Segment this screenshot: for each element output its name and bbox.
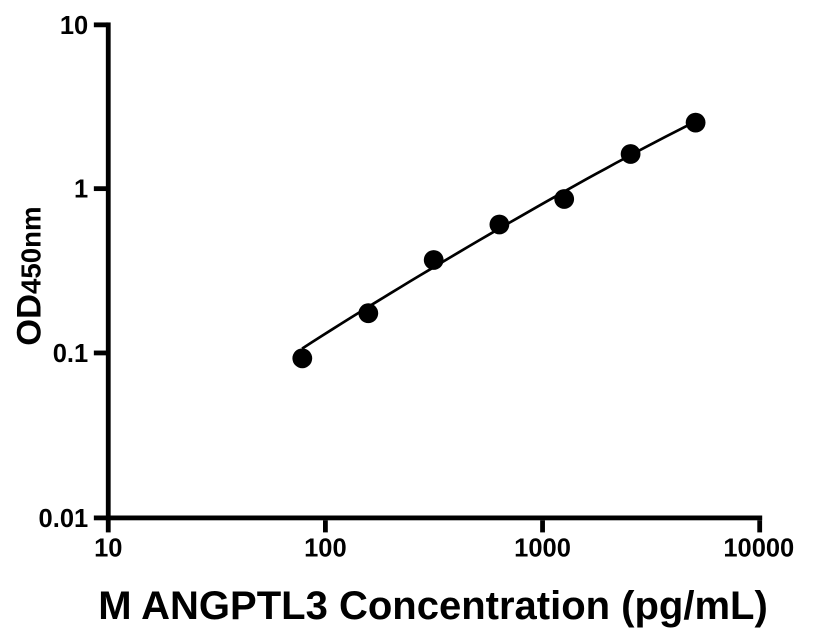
svg-text:OD450nm: OD450nm — [11, 207, 49, 346]
svg-text:10000: 10000 — [723, 534, 794, 562]
svg-text:10: 10 — [94, 534, 122, 562]
svg-text:100: 100 — [304, 534, 347, 562]
svg-text:0.01: 0.01 — [39, 505, 89, 533]
svg-text:10: 10 — [60, 12, 88, 40]
svg-text:1000: 1000 — [514, 534, 571, 562]
svg-text:1: 1 — [74, 176, 88, 204]
svg-text:M ANGPTL3 Concentration (pg/mL: M ANGPTL3 Concentration (pg/mL) — [98, 584, 768, 628]
svg-text:0.1: 0.1 — [53, 340, 88, 368]
